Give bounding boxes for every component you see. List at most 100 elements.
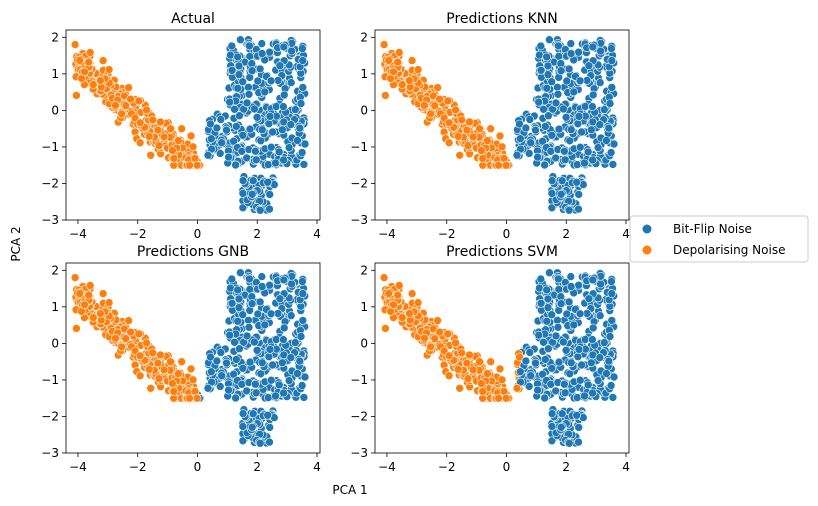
x-tick-label: −4 xyxy=(378,460,396,474)
scatter-point xyxy=(565,136,575,146)
scatter-point xyxy=(545,268,554,278)
scatter-point xyxy=(397,80,407,89)
scatter-point xyxy=(381,91,390,100)
scatter-point xyxy=(232,122,241,131)
scatter-point xyxy=(574,437,583,447)
scatter-point xyxy=(98,56,108,65)
scatter-point xyxy=(227,298,237,308)
x-tick-label: 4 xyxy=(622,227,630,241)
scatter-point xyxy=(224,385,233,395)
scatter-point xyxy=(569,320,579,330)
scatter-point xyxy=(247,190,257,199)
scatter-point xyxy=(566,358,576,368)
scatter-point xyxy=(244,90,254,99)
scatter-point xyxy=(279,275,289,285)
x-tick-label: 0 xyxy=(503,227,511,241)
scatter-point xyxy=(126,327,135,337)
scatter-point xyxy=(96,76,105,85)
scatter-point xyxy=(134,329,144,339)
scatter-point xyxy=(148,115,157,125)
x-tick-label: −2 xyxy=(129,227,147,241)
x-tick-label: −4 xyxy=(69,227,87,241)
scatter-point xyxy=(531,358,540,368)
scatter-point xyxy=(521,123,531,133)
scatter-point xyxy=(547,203,557,213)
scatter-point xyxy=(559,379,569,389)
scatter-point xyxy=(577,360,586,370)
subplot-title: Predictions KNN xyxy=(446,11,557,27)
scatter-point xyxy=(457,348,467,358)
scatter-point xyxy=(257,282,267,291)
scatter-point xyxy=(596,279,605,289)
scatter-point xyxy=(235,344,244,354)
scatter-point xyxy=(231,160,240,170)
scatter-point xyxy=(559,337,568,347)
scatter-point xyxy=(251,155,261,165)
scatter-point xyxy=(501,393,511,403)
scatter-point xyxy=(279,155,288,165)
scatter-point xyxy=(293,136,302,145)
scatter-point xyxy=(574,345,584,354)
scatter-point xyxy=(521,356,531,366)
scatter-point xyxy=(494,160,503,170)
scatter-point xyxy=(565,369,575,379)
scatter-point xyxy=(251,379,260,389)
scatter-point xyxy=(413,298,423,307)
scatter-point xyxy=(279,42,289,52)
scatter-point xyxy=(475,124,484,133)
scatter-point xyxy=(574,190,584,199)
scatter-point xyxy=(279,335,288,344)
scatter-point xyxy=(559,146,569,156)
scatter-point xyxy=(216,115,226,124)
scatter-point xyxy=(588,102,597,111)
scatter-point xyxy=(268,127,277,137)
scatter-point xyxy=(588,275,598,285)
scatter-point xyxy=(111,333,120,343)
y-tick-label: 1 xyxy=(51,67,59,81)
scatter-point xyxy=(588,42,598,52)
scatter-point xyxy=(551,153,561,163)
scatter-point xyxy=(543,294,553,304)
scatter-point xyxy=(279,102,288,111)
scatter-point xyxy=(266,142,276,152)
scatter-point xyxy=(233,285,242,295)
scatter-point xyxy=(468,365,478,375)
scatter-point xyxy=(186,364,196,374)
scatter-point xyxy=(117,342,126,352)
scatter-point xyxy=(556,59,566,68)
scatter-point xyxy=(227,41,237,51)
scatter-point xyxy=(70,273,80,282)
scatter-point xyxy=(564,297,574,307)
scatter-point xyxy=(602,136,611,145)
scatter-point xyxy=(435,94,444,104)
scatter-point xyxy=(546,379,556,389)
scatter-point xyxy=(605,332,615,341)
scatter-point xyxy=(177,124,186,133)
scatter-point xyxy=(572,178,582,187)
scatter-point xyxy=(420,100,429,110)
scatter-point xyxy=(188,142,198,152)
scatter-point xyxy=(583,147,593,157)
scatter-point xyxy=(512,150,522,160)
scatter-point xyxy=(483,136,492,145)
scatter-point xyxy=(596,46,605,56)
scatter-point xyxy=(595,353,605,362)
scatter-point xyxy=(225,97,234,107)
scatter-point xyxy=(538,369,547,379)
scatter-point xyxy=(543,70,553,79)
scatter-point xyxy=(588,90,598,100)
scatter-point xyxy=(89,313,98,322)
x-tick-label: 4 xyxy=(622,460,630,474)
scatter-point xyxy=(393,290,403,300)
scatter-point xyxy=(394,281,404,290)
scatter-point xyxy=(293,369,302,378)
scatter-point xyxy=(234,303,244,312)
scatter-point xyxy=(607,56,617,65)
scatter-point xyxy=(185,393,194,403)
scatter-point xyxy=(574,423,584,432)
scatter-point xyxy=(84,57,93,67)
scatter-point xyxy=(556,299,566,309)
scatter-point xyxy=(569,87,579,97)
scatter-point xyxy=(255,64,265,74)
scatter-point xyxy=(177,357,186,367)
